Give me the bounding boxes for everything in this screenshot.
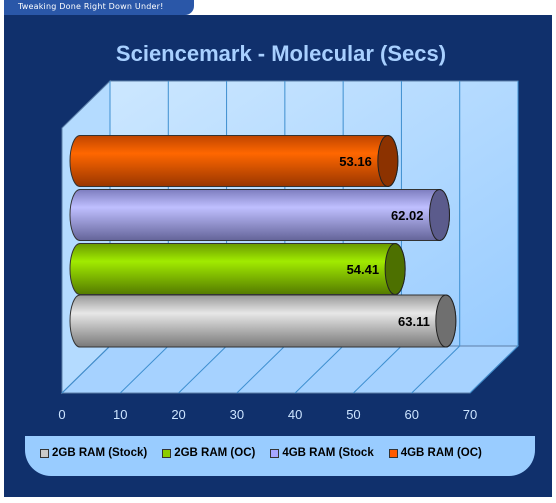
bar-3: 62.02 — [69, 189, 450, 241]
legend: 2GB RAM (Stock) 2GB RAM (OC) 4GB RAM (Stoc… — [40, 447, 497, 459]
bar-value-label: 63.11 — [398, 314, 430, 329]
x-tick-label: 70 — [463, 407, 477, 422]
legend-swatch — [270, 448, 280, 458]
grid-line-floor — [119, 345, 169, 394]
grid-line-floor — [294, 345, 344, 394]
legend-label: 2GB RAM (Stock) — [52, 447, 148, 459]
x-tick-label: 10 — [113, 407, 127, 422]
grid-line-floor — [178, 345, 227, 394]
legend-swatch — [162, 448, 172, 458]
plot-floor — [60, 345, 520, 394]
x-tick-label: 0 — [58, 407, 65, 422]
legend-item: 4GB RAM (OC) — [388, 447, 482, 459]
bar-cap — [377, 135, 399, 187]
grid-line-floor — [353, 345, 402, 394]
legend-swatch — [40, 448, 49, 458]
legend-box — [25, 436, 535, 476]
bar-1: 63.11 — [69, 294, 457, 348]
grid-line-floor — [236, 345, 286, 394]
bar-4: 53.16 — [69, 135, 399, 187]
bar-2: 54.41 — [69, 243, 406, 295]
legend-label: 4GB RAM (Stock — [282, 447, 374, 459]
bar-value-label: 53.16 — [339, 154, 372, 169]
legend-item: 2GB RAM (OC) — [162, 447, 255, 459]
x-tick-label: 50 — [346, 407, 360, 422]
grid-line-floor — [61, 345, 111, 394]
bars: 53.16 62.02 54.41 63.11 — [69, 135, 457, 348]
bar-cap — [384, 243, 406, 295]
bar-value-label: 54.41 — [347, 262, 380, 277]
x-tick-labels: 0 10 20 30 40 50 60 70 — [58, 407, 477, 422]
grid-line-floor — [411, 345, 461, 394]
banner-tab: Tweaking Done Right Down Under! — [4, 0, 194, 15]
x-tick-label: 20 — [171, 407, 185, 422]
legend-label: 2GB RAM (OC) — [174, 447, 256, 459]
x-tick-label: 60 — [404, 407, 418, 422]
bar-cap — [435, 294, 457, 348]
legend-label: 4GB RAM (OC) — [400, 447, 482, 459]
grid-line-floor — [469, 345, 519, 394]
legend-item: 4GB RAM (Stock — [270, 447, 374, 459]
banner-text: Tweaking Done Right Down Under! — [18, 2, 164, 11]
x-tick-label: 30 — [230, 407, 244, 422]
legend-swatch — [388, 448, 398, 458]
x-tick-label: 40 — [288, 407, 302, 422]
bar-value-label: 62.02 — [391, 208, 424, 223]
chart-title: Sciencemark - Molecular (Secs) — [116, 41, 446, 66]
legend-item: 2GB RAM (Stock) — [40, 447, 147, 459]
bar-cap — [428, 189, 450, 241]
